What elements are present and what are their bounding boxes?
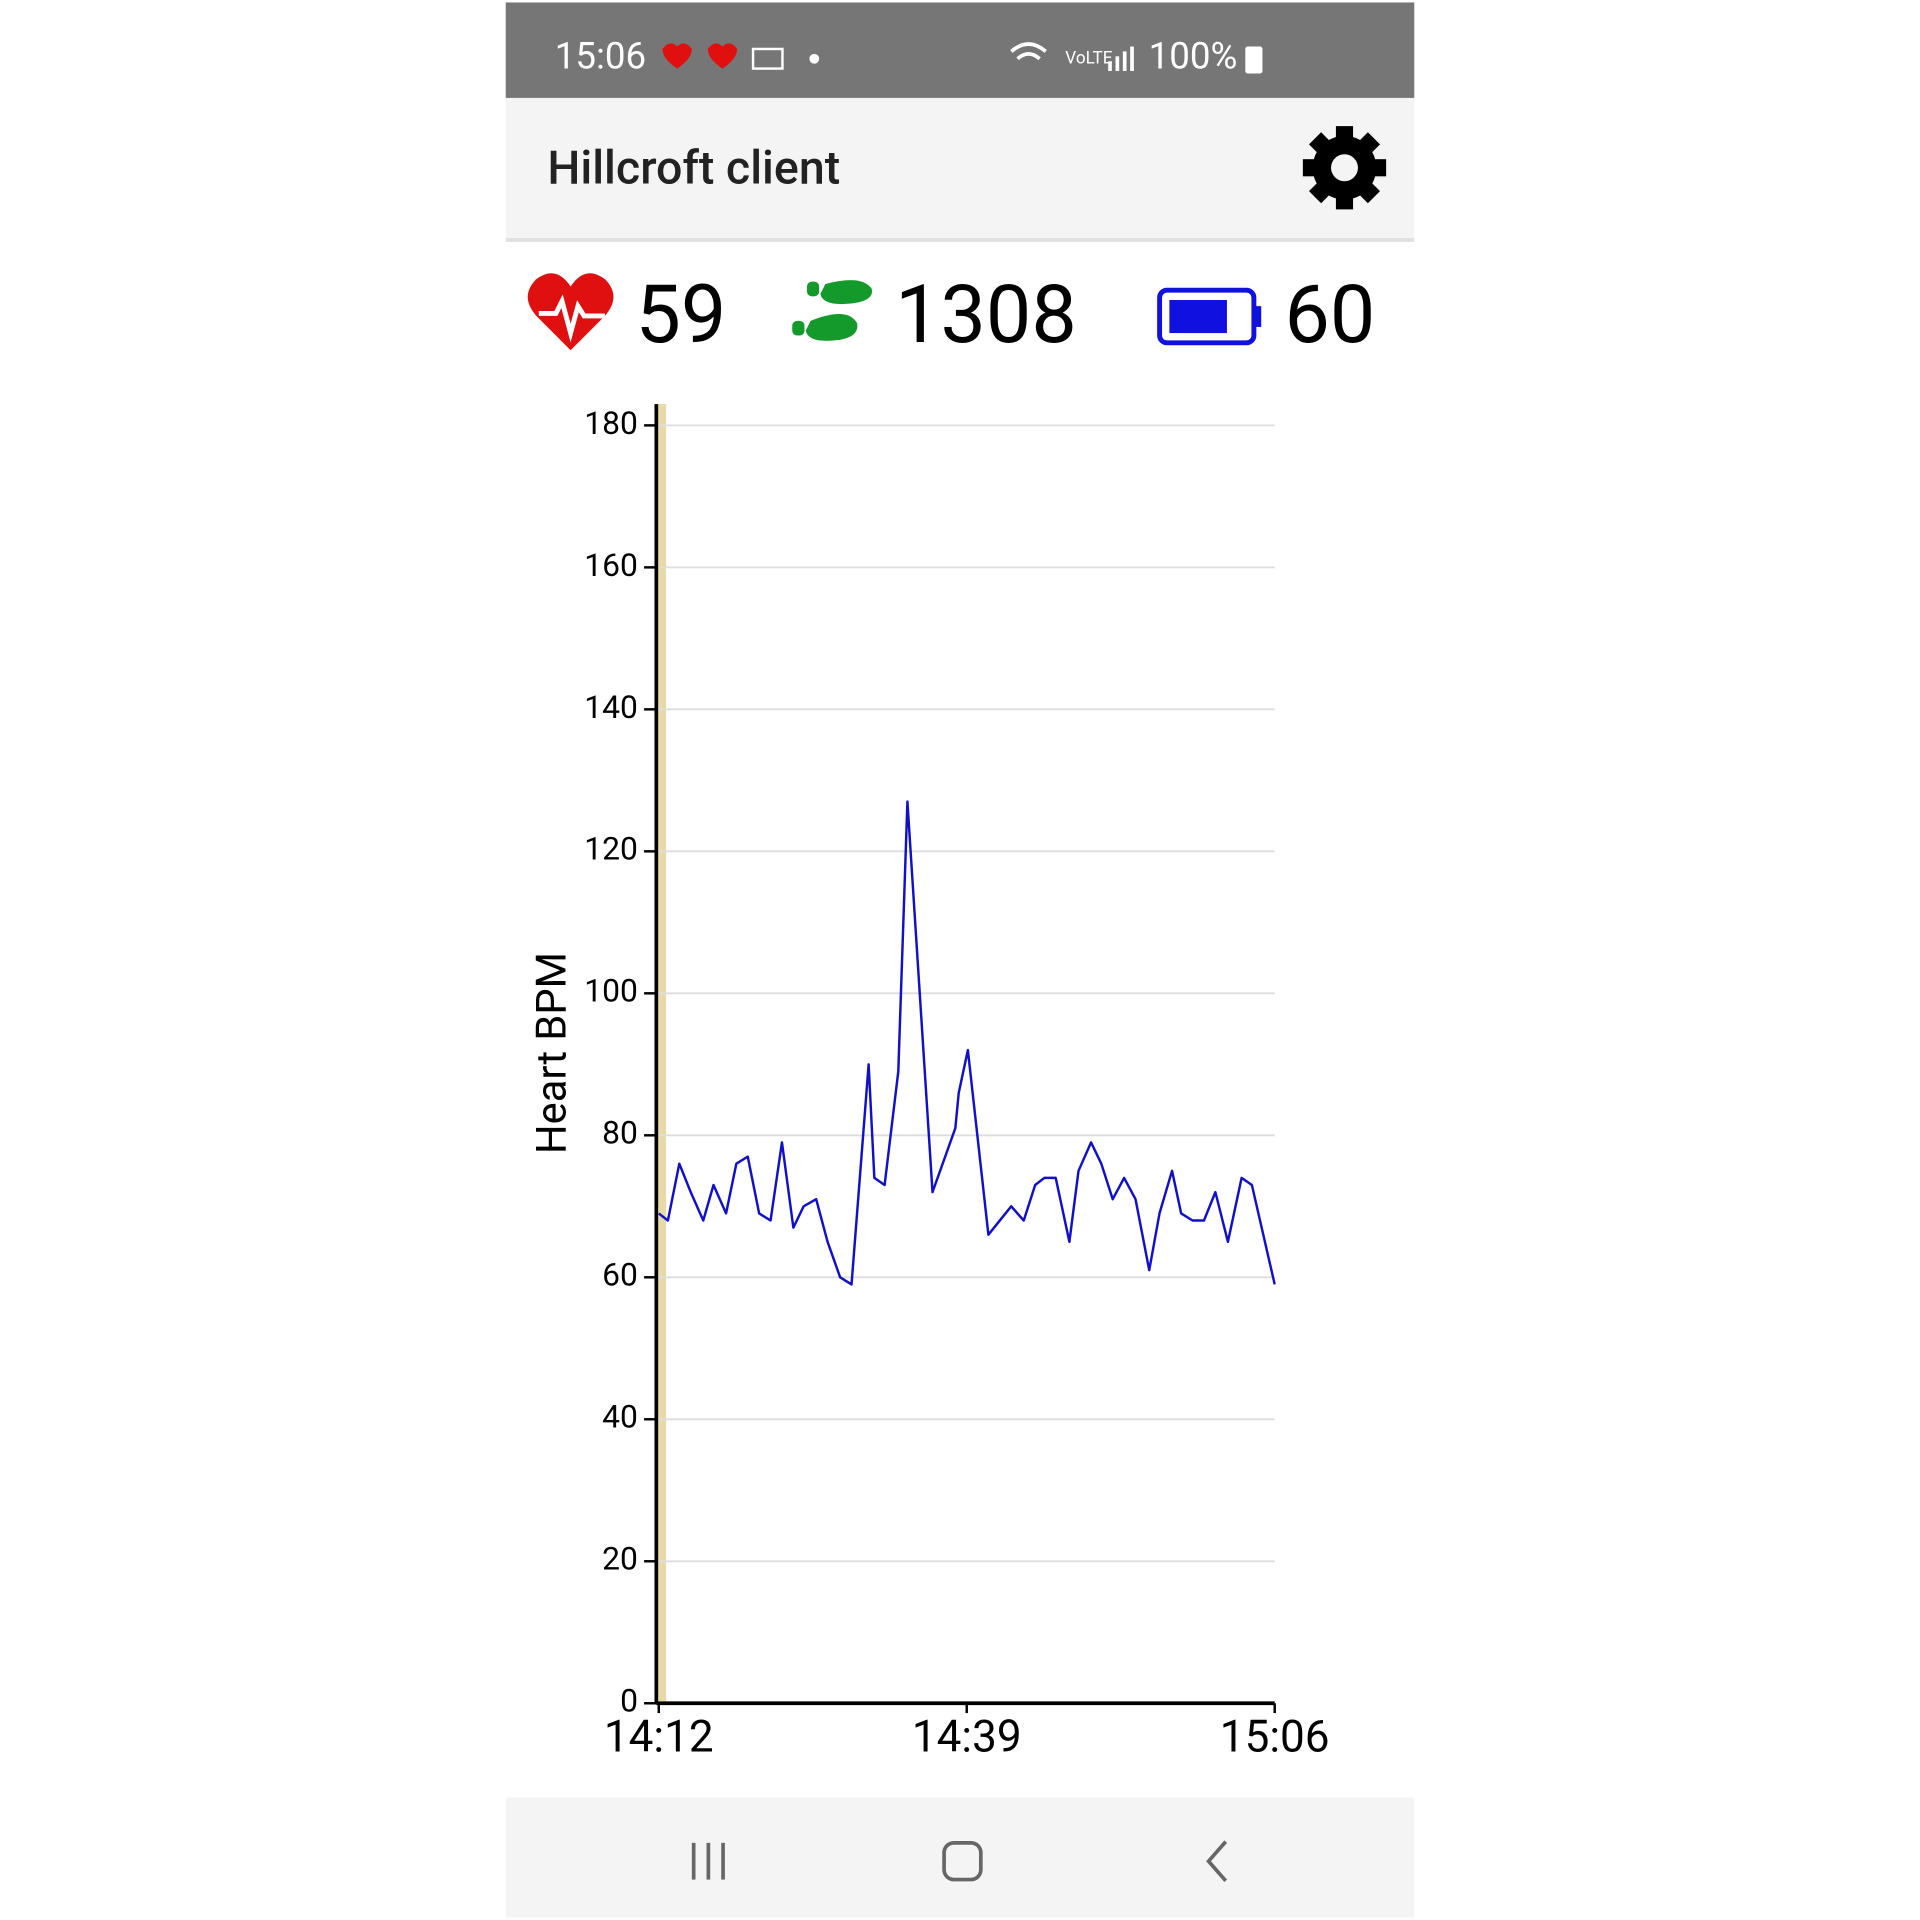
y-tick-label: 60 bbox=[602, 1256, 638, 1294]
heart-rate: 59 bbox=[636, 267, 727, 362]
chart: Heart BPM 0 20 40 60 80 100 120 140 160 180 14:12 1… bbox=[528, 404, 1330, 1763]
back-button[interactable] bbox=[1206, 1840, 1228, 1883]
status-time: 15:06 bbox=[555, 34, 646, 77]
y-tick-label: 180 bbox=[584, 404, 638, 442]
y-tick-label: 40 bbox=[602, 1398, 638, 1436]
recents-button[interactable] bbox=[691, 1842, 725, 1880]
x-tick-label: 15:06 bbox=[1220, 1711, 1330, 1763]
steps: 1308 bbox=[895, 267, 1077, 362]
y-tick-label: 0 bbox=[620, 1682, 638, 1720]
status-bar bbox=[505, 2, 1415, 98]
nav-bar bbox=[505, 1797, 1415, 1918]
settings-button[interactable] bbox=[1302, 126, 1387, 210]
heart-rate-line bbox=[658, 800, 1276, 1286]
axis-highlight bbox=[656, 404, 667, 1704]
y-tick-label: 100 bbox=[584, 972, 638, 1010]
heart-icon bbox=[527, 273, 614, 351]
battery-icon bbox=[1157, 287, 1262, 346]
y-tick-label: 160 bbox=[584, 546, 638, 584]
x-tick-label: 14:39 bbox=[912, 1711, 1022, 1763]
y-tick-label: 20 bbox=[602, 1540, 638, 1578]
x-tick-label: 14:12 bbox=[604, 1711, 714, 1763]
app-bar bbox=[505, 97, 1415, 240]
status-battery: 100% bbox=[1149, 34, 1238, 77]
battery-level: 60 bbox=[1284, 267, 1375, 362]
steps-icon bbox=[792, 280, 873, 341]
app-title: Hillcroft client bbox=[547, 142, 840, 196]
y-tick-label: 80 bbox=[602, 1114, 638, 1152]
notification-icons: VoLTE bbox=[662, 42, 1263, 74]
y-tick-label: 120 bbox=[584, 830, 638, 868]
svg-text:VoLTE: VoLTE bbox=[1065, 48, 1112, 68]
home-button[interactable] bbox=[942, 1841, 983, 1882]
y-tick-label: 140 bbox=[584, 688, 638, 726]
y-axis-label: Heart BPM bbox=[528, 952, 577, 1154]
